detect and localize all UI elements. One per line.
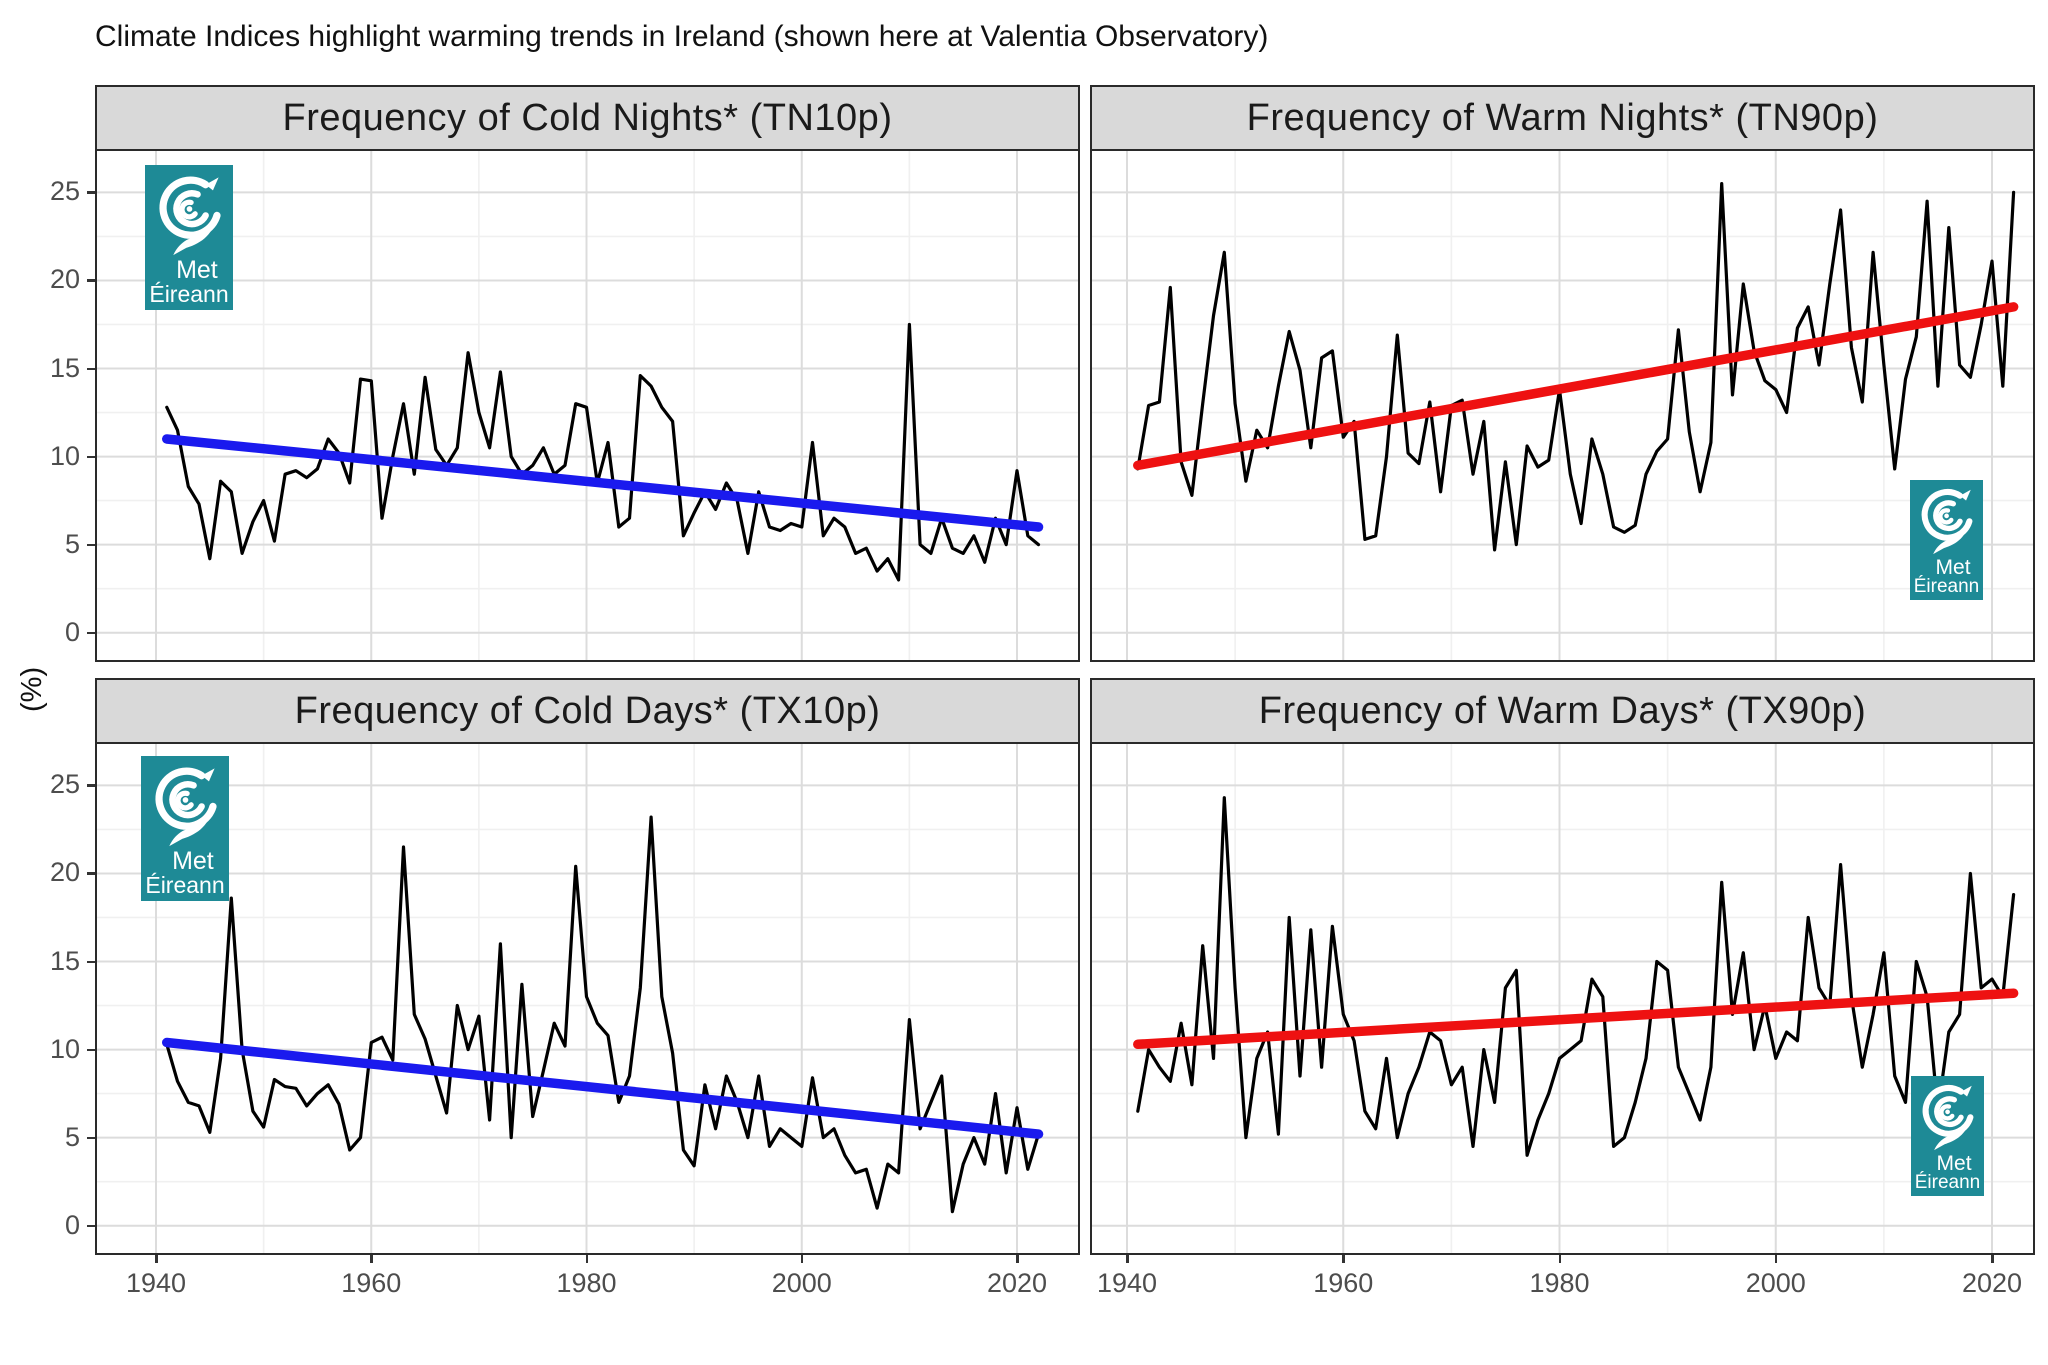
x-tick-mark (585, 1255, 588, 1263)
y-tick-label: 20 (49, 857, 80, 888)
y-tick-label: 10 (49, 440, 80, 471)
trend-line (162, 1037, 1044, 1139)
x-tick-label: 1980 (1529, 1268, 1590, 1298)
x-tick-mark (1991, 1255, 1994, 1263)
y-tick-mark (87, 279, 95, 282)
panel-cold-days: Frequency of Cold Days* (TX10p) Met Éire… (95, 678, 1080, 1255)
y-tick-mark (87, 631, 95, 635)
logo-text-met: Met (172, 847, 214, 876)
x-tick-label: 1940 (125, 1268, 187, 1298)
data-series-line (1136, 181, 2016, 552)
logo-text-eireann: Éireann (149, 281, 229, 307)
panel-strip-title-cold-days: Frequency of Cold Days* (TX10p) (97, 680, 1078, 744)
x-tick-label: 1960 (341, 1268, 402, 1298)
panel-warm-days: Frequency of Warm Days* (TX90p) Met Éire… (1090, 678, 2035, 1255)
y-tick-label: 15 (49, 945, 80, 976)
warm-nights-chart (1092, 151, 2033, 660)
x-tick-label: 2000 (771, 1268, 832, 1298)
y-tick-mark (87, 1136, 95, 1140)
cold-nights-chart (97, 151, 1078, 660)
x-tick-mark (1016, 1255, 1019, 1263)
x-tick-label: 2020 (986, 1268, 1048, 1298)
logo-text-met: Met (1935, 555, 1971, 579)
met-eireann-logo: Met Éireann (1910, 480, 1983, 600)
y-tick-label: 10 (49, 1033, 80, 1064)
y-tick-label: 0 (64, 1209, 80, 1240)
data-series-line (1136, 796, 2016, 1157)
y-tick-label: 25 (49, 769, 80, 800)
x-tick-mark (1774, 1255, 1778, 1263)
x-tick-label: 2020 (1961, 1268, 2023, 1298)
panel-strip-title-cold-nights: Frequency of Cold Nights* (TN10p) (97, 87, 1078, 151)
x-tick-label: 1980 (556, 1268, 617, 1298)
figure-title: Climate Indices highlight warming trends… (95, 20, 1269, 53)
x-tick-label: 1960 (1313, 1268, 1374, 1298)
y-tick-mark (87, 543, 95, 547)
met-eireann-logo: Met Éireann (1911, 1076, 1984, 1196)
x-tick-mark (1342, 1255, 1345, 1263)
x-tick-label: 1940 (1096, 1268, 1158, 1298)
plot-area-warm-days: Met Éireann (1092, 744, 2033, 1253)
y-tick-mark (87, 872, 95, 875)
logo-text-eireann: Éireann (1913, 576, 1980, 597)
x-tick-mark (155, 1255, 158, 1263)
plot-area-cold-days: Met Éireann (97, 744, 1078, 1253)
y-tick-mark (87, 1224, 95, 1228)
panel-strip-title-warm-nights: Frequency of Warm Nights* (TN90p) (1092, 87, 2033, 151)
y-tick-mark (87, 367, 95, 370)
logo-text-eireann: Éireann (145, 872, 225, 898)
y-tick-label: 20 (49, 264, 80, 295)
met-eireann-logo: Met Éireann (141, 756, 229, 901)
warm-days-chart (1092, 744, 2033, 1253)
x-tick-mark (1558, 1255, 1561, 1263)
x-tick-mark (800, 1255, 804, 1263)
x-tick-mark (370, 1255, 373, 1263)
panel-cold-nights: Frequency of Cold Nights* (TN10p) Met Éi… (95, 85, 1080, 662)
cold-days-chart (97, 744, 1078, 1253)
y-tick-mark (87, 784, 95, 787)
logo-text-met: Met (1936, 1151, 1972, 1175)
x-tick-mark (1126, 1255, 1129, 1263)
y-tick-mark (87, 455, 95, 459)
logo-text-eireann: Éireann (1914, 1172, 1981, 1193)
swirl-icon (1921, 489, 1973, 555)
trend-line (1133, 988, 2019, 1050)
swirl-icon (158, 176, 221, 255)
plot-area-cold-nights: Met Éireann (97, 151, 1078, 660)
y-axis-label: (%) (16, 666, 48, 712)
y-tick-mark (87, 1048, 95, 1052)
trend-line (1133, 302, 2019, 471)
x-tick-label: 2000 (1745, 1268, 1806, 1298)
trend-line (162, 434, 1044, 532)
panel-strip-title-warm-days: Frequency of Warm Days* (TX90p) (1092, 680, 2033, 744)
y-tick-label: 15 (49, 352, 80, 383)
y-tick-label: 5 (64, 528, 80, 559)
logo-text-met: Met (176, 256, 218, 285)
y-tick-mark (87, 191, 95, 194)
panel-warm-nights: Frequency of Warm Nights* (TN90p) Met Éi… (1090, 85, 2035, 662)
swirl-icon (1922, 1085, 1974, 1151)
y-tick-mark (87, 960, 95, 963)
met-eireann-logo: Met Éireann (145, 165, 233, 310)
plot-area-warm-nights: Met Éireann (1092, 151, 2033, 660)
y-tick-label: 0 (64, 616, 80, 647)
swirl-icon (154, 767, 217, 846)
data-series-line (165, 815, 1041, 1214)
y-tick-label: 5 (64, 1121, 80, 1152)
data-series-line (165, 322, 1041, 582)
y-tick-label: 25 (49, 176, 80, 207)
